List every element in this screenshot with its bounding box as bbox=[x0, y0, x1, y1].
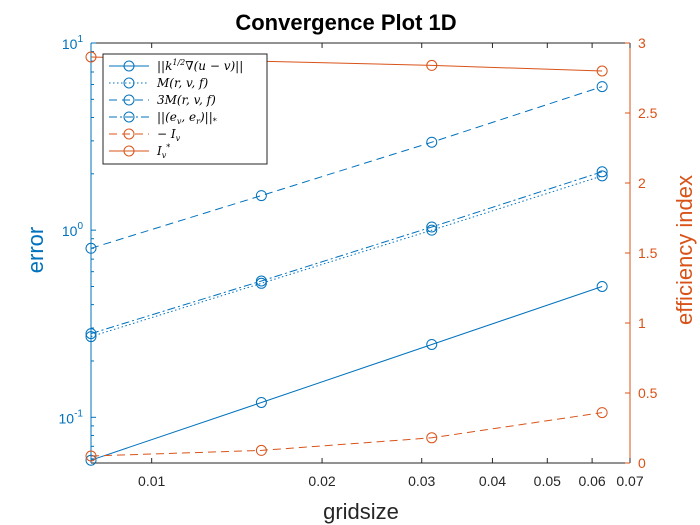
series-2-point-2 bbox=[426, 136, 438, 148]
legend-label-5: Iv* bbox=[156, 143, 170, 160]
right-tick-label-1: 0.5 bbox=[638, 385, 658, 401]
series-line-3 bbox=[90, 171, 603, 335]
series-0-point-2 bbox=[426, 338, 438, 350]
series-2-point-1 bbox=[255, 190, 267, 202]
series-0-point-0 bbox=[85, 454, 97, 466]
right-tick-label-4: 2 bbox=[638, 175, 646, 191]
x-axis-label: gridsize bbox=[323, 499, 399, 524]
right-tick-label-6: 3 bbox=[638, 35, 646, 51]
left-y-axis-label: error bbox=[23, 227, 48, 273]
left-tick-label-2: 101 bbox=[62, 34, 84, 52]
series-1-point-3 bbox=[596, 170, 608, 182]
legend-label-2: 3M(r, v, f) bbox=[157, 93, 216, 107]
series-4-point-1 bbox=[255, 444, 267, 456]
series-0-point-1 bbox=[255, 396, 267, 408]
legend-marker-3 bbox=[123, 111, 135, 123]
left-tick-label-1: 100 bbox=[62, 221, 84, 239]
x-tick-label-4: 0.05 bbox=[534, 473, 561, 489]
series-5-point-3 bbox=[596, 65, 608, 77]
legend-marker-1 bbox=[123, 77, 135, 89]
series-2-point-3 bbox=[596, 81, 608, 93]
legend-label-4: − Iv bbox=[157, 127, 181, 143]
right-y-axis-label: efficiency index bbox=[672, 175, 697, 325]
right-tick-label-3: 1.5 bbox=[638, 245, 658, 261]
series-2-point-0 bbox=[85, 242, 97, 254]
right-tick-label-5: 2.5 bbox=[638, 105, 658, 121]
series-3-point-3 bbox=[596, 166, 608, 178]
series-1-point-1 bbox=[255, 277, 267, 289]
legend-label-0: ||k1/2∇(u − v)|| bbox=[157, 58, 243, 73]
series-4-point-0 bbox=[85, 450, 97, 462]
series-5-point-0 bbox=[85, 51, 97, 63]
left-tick-label-0: 10-1 bbox=[59, 408, 84, 426]
series-3-point-2 bbox=[426, 221, 438, 233]
x-tick-label-3: 0.04 bbox=[479, 473, 506, 489]
legend-label-1: M(r, v, f) bbox=[156, 76, 208, 90]
x-tick-label-0: 0.01 bbox=[138, 473, 165, 489]
legend-marker-2 bbox=[123, 94, 135, 106]
series-4-point-2 bbox=[426, 432, 438, 444]
series-line-0 bbox=[90, 286, 603, 461]
legend-label-3: ||(ev, er)||* bbox=[157, 110, 217, 126]
x-tick-label-1: 0.02 bbox=[308, 473, 335, 489]
chart-title: Convergence Plot 1D bbox=[235, 10, 456, 35]
series-4-point-3 bbox=[596, 407, 608, 419]
legend: ||k1/2∇(u − v)|| M(r, v, f) 3M(r, v, f) ||(… bbox=[102, 53, 268, 165]
legend-marker-4 bbox=[123, 128, 135, 140]
series-5-point-2 bbox=[426, 59, 438, 71]
legend-marker-5 bbox=[123, 145, 135, 157]
series-1-point-2 bbox=[426, 224, 438, 236]
x-tick-label-2: 0.03 bbox=[408, 473, 435, 489]
plot-area: 0.01 0.02 0.03 0.04 0.05 0.06 0.07 10-1 100 101 0 0… bbox=[59, 34, 658, 489]
right-tick-label-0: 0 bbox=[638, 455, 646, 471]
series-line-1 bbox=[90, 175, 603, 338]
legend-marker-0 bbox=[123, 60, 135, 72]
x-tick-label-5: 0.06 bbox=[578, 473, 605, 489]
series-0-point-3 bbox=[596, 280, 608, 292]
series-3-point-1 bbox=[255, 275, 267, 287]
x-tick-label-6: 0.07 bbox=[616, 473, 643, 489]
series-line-2 bbox=[90, 86, 603, 249]
series-1-point-0 bbox=[85, 331, 97, 343]
series-line-4 bbox=[90, 412, 603, 457]
series-3-point-0 bbox=[85, 328, 97, 340]
right-tick-label-2: 1 bbox=[638, 315, 646, 331]
